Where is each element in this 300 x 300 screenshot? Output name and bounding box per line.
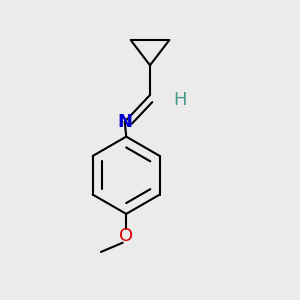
Text: H: H xyxy=(173,91,187,109)
Text: O: O xyxy=(119,227,133,245)
Text: N: N xyxy=(117,113,132,131)
